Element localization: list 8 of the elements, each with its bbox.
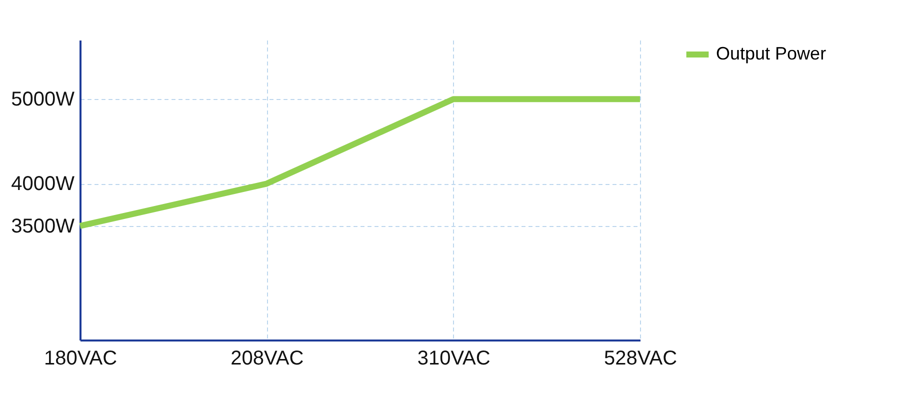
y-tick-label: 4000W <box>11 173 75 196</box>
y-tick-label: 3500W <box>11 215 75 238</box>
x-tick-label: 180VAC <box>44 348 118 370</box>
y-tick-label: 5000W <box>11 88 75 111</box>
x-tick-label: 208VAC <box>230 348 304 370</box>
x-tick-label: 310VAC <box>417 348 490 370</box>
legend-label: Output Power <box>716 44 826 64</box>
x-tick-label: 528VAC <box>604 348 678 370</box>
